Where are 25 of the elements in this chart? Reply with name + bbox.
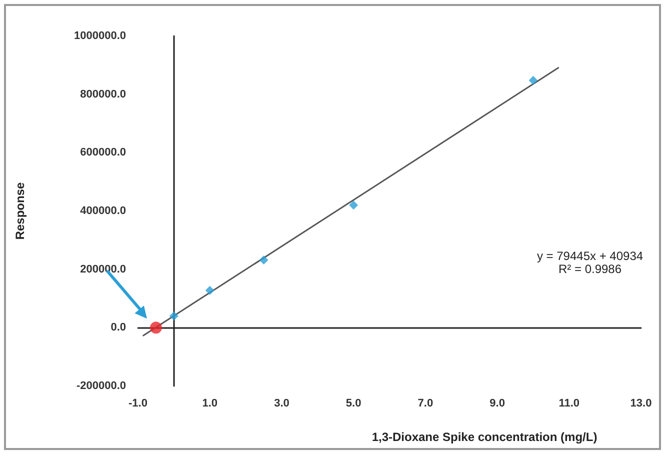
x-tick-label: 9.0 [490,398,505,410]
point [150,322,162,334]
x-tick-label: 1.0 [202,398,218,410]
point [205,286,214,295]
point [349,200,358,210]
x-tick-label: -1.0 [128,398,148,410]
y-axis-title: Response [13,182,27,240]
y-tick-label: 600000.0 [80,146,126,159]
annotation: y = 79445x + 40934 [536,249,644,263]
x-tick-label: 11.0 [558,398,580,410]
x-tick-label: 5.0 [346,398,362,410]
x-tick-label: 13.0 [630,398,652,410]
point [528,76,538,85]
y-tick-label: -200000.0 [76,380,126,392]
x-axis-title: 1,3-Dioxane Spike concentration (mg/L) [372,430,598,444]
x-tick-label: 3.0 [274,398,290,410]
annotation: R² = 0.9986 [558,262,622,276]
y-tick-label: 0.0 [110,322,126,334]
y-tick-label: 200000.0 [80,263,126,276]
x-tick-label: 7.0 [418,398,434,410]
y-tick-label: 800000.0 [80,88,126,100]
point [169,312,178,320]
y-tick-label: 400000.0 [80,205,126,217]
point [259,256,268,264]
y-tick-label: 1000000.0 [74,30,126,42]
